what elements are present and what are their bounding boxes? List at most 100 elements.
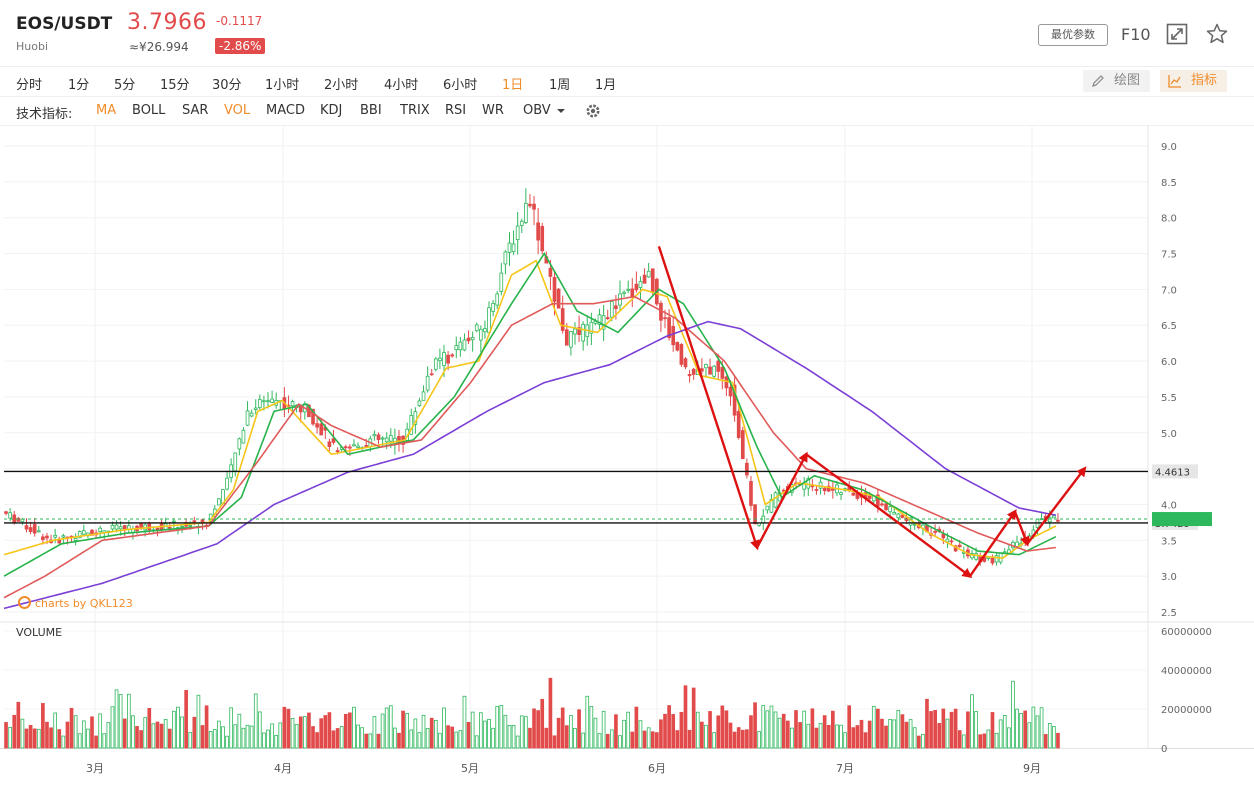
candle-body bbox=[536, 222, 540, 241]
volume-bar bbox=[1039, 707, 1044, 749]
volume-bar bbox=[982, 733, 987, 749]
candle-body bbox=[8, 512, 12, 519]
ind-ma[interactable]: MA bbox=[96, 103, 117, 118]
candle-body bbox=[724, 376, 729, 389]
candle-body bbox=[740, 430, 745, 460]
indicator-bar-label: 技术指标: bbox=[16, 107, 73, 122]
f10-button[interactable]: F10 bbox=[1121, 25, 1151, 44]
volume-bar bbox=[458, 730, 463, 749]
volume-bar bbox=[802, 710, 807, 749]
candle-body bbox=[442, 352, 446, 366]
tf-15min[interactable]: 15分 bbox=[160, 78, 190, 93]
volume-bar bbox=[298, 716, 303, 749]
volume-bar bbox=[425, 728, 430, 749]
price-change: -0.1117 bbox=[216, 14, 263, 28]
ind-obv[interactable]: OBV bbox=[523, 103, 551, 118]
optimal-params-button[interactable]: 最优参数 bbox=[1038, 24, 1108, 46]
ind-wr[interactable]: WR bbox=[482, 103, 504, 118]
candle-body bbox=[646, 270, 651, 278]
candle-body bbox=[532, 203, 536, 210]
volume-bar bbox=[118, 694, 123, 749]
tf-2h[interactable]: 2小时 bbox=[324, 78, 359, 93]
ind-bbi[interactable]: BBI bbox=[360, 103, 382, 118]
volume-bar bbox=[343, 713, 348, 749]
candle-body bbox=[36, 530, 41, 533]
volume-bar bbox=[131, 715, 135, 749]
candle-body bbox=[352, 444, 356, 447]
ind-vol[interactable]: VOL bbox=[224, 103, 251, 118]
candle-body bbox=[736, 411, 741, 438]
volume-bar bbox=[24, 728, 29, 749]
volume-bar bbox=[532, 708, 536, 749]
volume-bar bbox=[896, 709, 901, 749]
caret-down-icon[interactable] bbox=[556, 106, 566, 116]
tf-5min[interactable]: 5分 bbox=[114, 78, 136, 93]
volume-bar bbox=[147, 708, 152, 749]
ind-rsi[interactable]: RSI bbox=[445, 103, 467, 118]
volume-bar bbox=[912, 727, 917, 749]
tf-6h[interactable]: 6小时 bbox=[443, 78, 478, 93]
ind-kdj[interactable]: KDJ bbox=[320, 103, 343, 118]
annotation-arrow bbox=[1026, 466, 1087, 545]
volume-bar bbox=[843, 732, 847, 749]
volume-bar bbox=[773, 711, 778, 749]
candle-body bbox=[12, 514, 17, 524]
star-icon[interactable] bbox=[1205, 22, 1229, 46]
candle-body bbox=[884, 503, 888, 511]
price-tick-label: 6.0 bbox=[1161, 357, 1177, 368]
ind-macd[interactable]: MACD bbox=[266, 103, 305, 118]
price-chart[interactable]: 9.08.58.07.57.06.56.05.55.04.54.03.53.02… bbox=[0, 126, 1254, 790]
candle-body bbox=[675, 341, 680, 351]
volume-bar bbox=[57, 729, 62, 749]
volume-bar bbox=[393, 727, 397, 749]
candle-body bbox=[372, 433, 377, 437]
indicator-label: 指标 bbox=[1191, 73, 1218, 88]
tf-1min[interactable]: 1分 bbox=[68, 78, 90, 93]
volume-bar bbox=[728, 722, 733, 749]
ind-trix[interactable]: TRIX bbox=[400, 103, 430, 118]
tf-1m[interactable]: 1月 bbox=[595, 78, 617, 93]
volume-bar bbox=[102, 733, 107, 749]
candle-body bbox=[384, 437, 389, 443]
gear-icon[interactable] bbox=[584, 102, 602, 120]
candle-body bbox=[642, 274, 647, 284]
volume-bar bbox=[863, 732, 868, 749]
volume-bar bbox=[757, 731, 761, 749]
volume-bar bbox=[241, 727, 246, 749]
ind-boll[interactable]: BOLL bbox=[132, 103, 166, 118]
candle-body bbox=[814, 489, 819, 491]
volume-bar bbox=[233, 724, 238, 749]
candle-body bbox=[225, 477, 229, 490]
volume-bar bbox=[524, 716, 528, 749]
volume-bar bbox=[319, 718, 324, 749]
draw-button[interactable]: 绘图 bbox=[1083, 70, 1150, 92]
ind-sar[interactable]: SAR bbox=[182, 103, 209, 118]
tf-fenshi[interactable]: 分时 bbox=[16, 78, 43, 93]
indicator-button[interactable]: 指标 bbox=[1160, 70, 1227, 92]
tf-1w[interactable]: 1周 bbox=[549, 78, 571, 93]
volume-bar bbox=[442, 707, 446, 749]
candle-body bbox=[41, 536, 45, 541]
candle-body bbox=[409, 415, 414, 435]
volume-bar bbox=[528, 727, 532, 749]
volume-bar bbox=[712, 732, 716, 749]
volume-bar bbox=[180, 716, 184, 749]
volume-bar bbox=[949, 711, 954, 749]
candle-body bbox=[167, 527, 172, 529]
tf-1d[interactable]: 1日 bbox=[502, 78, 524, 93]
candle-body bbox=[257, 399, 262, 408]
expand-icon[interactable] bbox=[1166, 23, 1188, 45]
volume-bar bbox=[1043, 734, 1048, 749]
tf-1h[interactable]: 1小时 bbox=[265, 78, 300, 93]
volume-bar bbox=[409, 729, 414, 749]
volume-bar bbox=[417, 732, 422, 749]
volume-bar bbox=[1019, 713, 1023, 749]
price-cny: ≈¥26.994 bbox=[129, 40, 189, 54]
tf-30min[interactable]: 30分 bbox=[212, 78, 242, 93]
tf-4h[interactable]: 4小时 bbox=[384, 78, 419, 93]
volume-bar bbox=[659, 719, 663, 749]
candle-body bbox=[712, 365, 716, 377]
volume-bar bbox=[814, 727, 819, 749]
candle-body bbox=[896, 513, 901, 519]
volume-bar bbox=[916, 735, 921, 749]
